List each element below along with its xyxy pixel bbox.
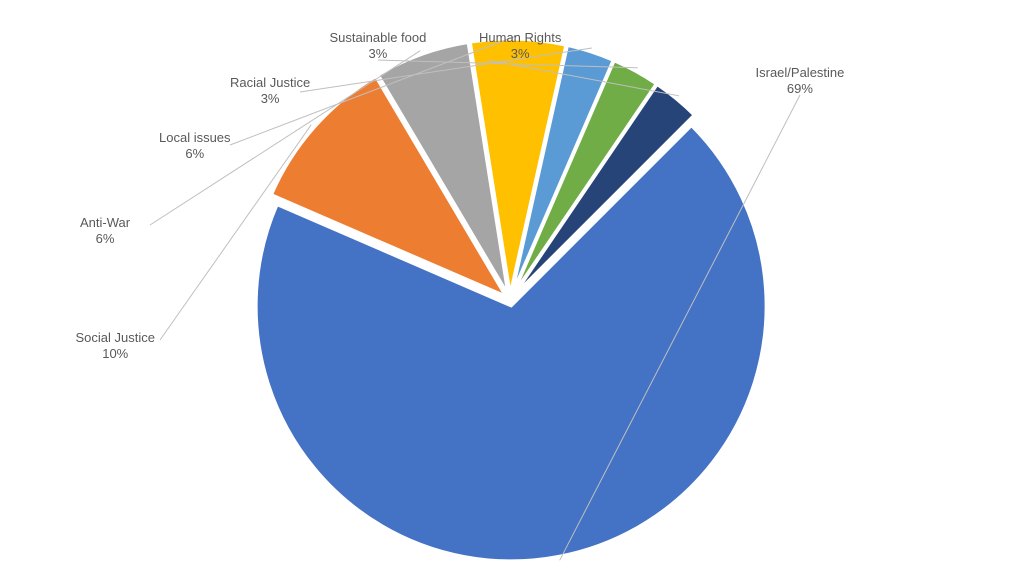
pie-chart: Israel/Palestine69%Social Justice10%Anti… (0, 0, 1020, 574)
pie-svg (0, 0, 1020, 574)
